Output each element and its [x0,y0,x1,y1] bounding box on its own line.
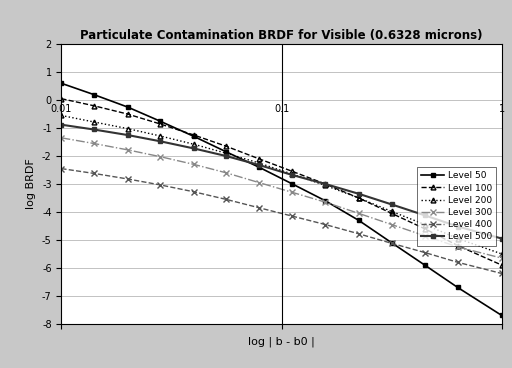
Level 500 [322,182,328,186]
Level 100 [422,227,428,231]
Level 100 [499,263,505,267]
Level 200 [124,127,131,131]
Y-axis label: log BRDF: log BRDF [27,159,36,209]
Level 300 [91,141,97,146]
Level 100 [91,103,97,108]
Level 300 [223,171,229,175]
Level 200 [356,196,362,200]
Line: Level 100: Level 100 [59,96,504,268]
Level 500 [58,123,65,127]
Level 300 [389,222,395,227]
Level 400 [223,197,229,202]
Level 400 [124,177,131,181]
Level 500 [455,224,461,229]
Level 50 [223,150,229,154]
Line: Level 300: Level 300 [59,135,504,261]
Level 50 [389,241,395,245]
Level 300 [157,155,163,159]
Level 400 [455,260,461,265]
Level 50 [91,92,97,97]
Level 300 [422,234,428,238]
Level 200 [322,183,328,188]
Level 300 [289,190,295,195]
Line: Level 500: Level 500 [59,122,504,241]
Level 200 [58,113,65,118]
Level 200 [191,142,197,146]
Level 50 [322,199,328,203]
Level 100 [124,112,131,116]
Level 50 [455,285,461,290]
Level 100 [289,169,295,174]
Level 400 [91,171,97,176]
Level 50 [157,119,163,123]
Level 100 [455,243,461,248]
Level 200 [422,222,428,227]
Level 300 [356,211,362,216]
Line: Level 50: Level 50 [59,81,504,318]
Level 400 [422,250,428,255]
Level 200 [91,120,97,124]
Level 500 [389,202,395,206]
Line: Level 400: Level 400 [59,166,504,276]
Level 100 [58,96,65,101]
Level 500 [289,173,295,177]
Level 100 [191,133,197,137]
Level 100 [256,157,262,161]
Level 400 [191,190,197,194]
Level 500 [124,133,131,137]
Level 300 [322,200,328,204]
Level 400 [322,222,328,227]
Title: Particulate Contamination BRDF for Visible (0.6328 microns): Particulate Contamination BRDF for Visib… [80,29,483,42]
Level 200 [389,209,395,213]
Level 300 [58,136,65,140]
Level 200 [256,161,262,165]
Level 400 [356,231,362,236]
Line: Level 200: Level 200 [59,113,504,256]
Level 50 [124,105,131,109]
Text: 1: 1 [499,104,505,114]
Level 100 [322,182,328,186]
Level 300 [455,245,461,249]
Level 100 [223,144,229,148]
Level 50 [191,134,197,139]
Level 500 [422,213,428,217]
Level 300 [256,180,262,185]
Legend: Level 50, Level 100, Level 200, Level 300, Level 400, Level 500: Level 50, Level 100, Level 200, Level 30… [417,167,496,246]
Level 300 [191,162,197,167]
Level 400 [58,166,65,171]
Level 200 [223,151,229,155]
Level 300 [124,148,131,152]
Level 50 [58,81,65,85]
Level 500 [499,236,505,241]
Level 300 [499,256,505,260]
Level 500 [157,139,163,144]
Level 50 [499,313,505,318]
Level 50 [356,218,362,223]
Level 500 [191,146,197,151]
X-axis label: log | b - b0 |: log | b - b0 | [248,337,315,347]
Level 50 [289,182,295,186]
Level 100 [157,122,163,126]
Level 100 [356,196,362,200]
Level 500 [256,163,262,167]
Level 500 [223,154,229,158]
Level 100 [389,211,395,216]
Level 200 [499,252,505,256]
Level 500 [356,192,362,196]
Level 400 [389,241,395,245]
Level 50 [256,165,262,169]
Level 400 [289,214,295,218]
Level 400 [499,271,505,276]
Level 500 [91,127,97,132]
Level 200 [289,172,295,176]
Level 50 [422,263,428,267]
Text: 0.01: 0.01 [51,104,72,114]
Level 400 [157,183,163,187]
Level 200 [157,134,163,138]
Level 400 [256,206,262,210]
Text: 0.1: 0.1 [274,104,289,114]
Level 200 [455,236,461,241]
